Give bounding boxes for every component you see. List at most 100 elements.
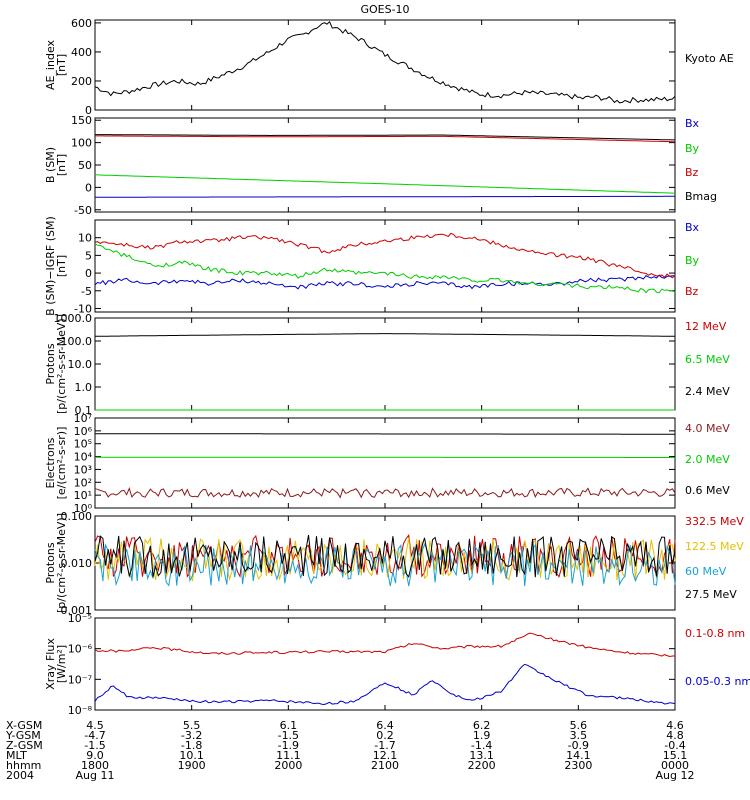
footer-value-1-4: 1900	[178, 759, 206, 772]
ytick-label-2-1: -5	[81, 285, 92, 298]
ytick-label-4-2: 10²	[74, 476, 92, 489]
footer-value-4-1: 1.9	[473, 729, 491, 742]
footer-value-1-0: 5.5	[183, 719, 201, 732]
ytick-label-3-0: 0.1	[75, 404, 93, 417]
footer-value-4-3: 13.1	[469, 749, 494, 762]
series-line-2-By	[94, 243, 676, 294]
ylabel-1-1: [nT]	[55, 154, 68, 176]
ytick-label-2-4: 10	[78, 232, 92, 245]
ylabel-3-1: [p/(cm²-s-sr-MeV)]	[55, 314, 68, 414]
ytick-label-4-3: 10³	[74, 463, 92, 476]
footer-value-2-1: -1.5	[278, 729, 299, 742]
footer-value-5-0: 5.6	[570, 719, 588, 732]
series-line-6-0-1-0-8-nm	[94, 632, 675, 658]
footer-value-1-3: 10.1	[179, 749, 204, 762]
legend-6-0: 0.1-0.8 nm	[685, 627, 745, 640]
footer-value-6-2: -0.4	[664, 739, 685, 752]
footer-value-5-4: 2300	[564, 759, 592, 772]
legend-3-0: 12 MeV	[685, 320, 727, 333]
footer-row-label-1: Y-GSM	[5, 729, 41, 742]
legend-1-1: By	[685, 142, 700, 155]
legend-5-2: 60 MeV	[685, 565, 727, 578]
ylabel-6-0: Xray Flux	[44, 638, 57, 690]
series-line-1-Bmag	[95, 134, 675, 141]
footer-value-5-2: -0.9	[568, 739, 589, 752]
series-line-1-Bx	[95, 195, 675, 198]
ytick-label-2-2: 0	[85, 267, 92, 280]
legend-0-0: Kyoto AE	[685, 52, 734, 65]
ytick-label-0-1: 200	[71, 75, 92, 88]
legend-5-3: 27.5 MeV	[685, 588, 737, 601]
legend-2-0: Bx	[685, 221, 700, 234]
series-line-3-2-4-MeV	[95, 333, 675, 337]
ytick-label-2-3: 5	[85, 249, 92, 262]
legend-3-1: 6.5 MeV	[685, 353, 730, 366]
footer-row-label-3: MLT	[6, 749, 27, 762]
legend-6-1: 0.05-0.3 nm	[685, 675, 750, 688]
ytick-label-0-2: 400	[71, 46, 92, 59]
series-line-1-By	[94, 174, 676, 194]
footer-value-5-3: 14.1	[566, 749, 591, 762]
ytick-label-6-3: 10⁻⁵	[68, 612, 92, 625]
footer-value-3-0: 6.4	[376, 719, 394, 732]
ytick-label-6-1: 10⁻⁷	[68, 673, 92, 686]
ytick-label-4-5: 10⁵	[74, 438, 92, 451]
footer-row-label-0: X-GSM	[6, 719, 42, 732]
series-line-5-60-MeV	[94, 542, 676, 587]
ytick-label-4-4: 10⁴	[74, 451, 93, 464]
footer-value-5-1: 3.5	[570, 729, 588, 742]
panel-frame-4	[94, 417, 676, 509]
footer-value-4-4: 2200	[468, 759, 496, 772]
ytick-label-4-1: 10¹	[74, 489, 92, 502]
legend-4-2: 0.6 MeV	[685, 484, 730, 497]
series-line-2-Bx	[94, 274, 675, 290]
series-line-5-27-5-MeV	[94, 534, 676, 578]
footer-value-1-1: -3.2	[181, 729, 202, 742]
legend-1-0: Bx	[685, 117, 700, 130]
footer-value-3-4: 2100	[371, 759, 399, 772]
ytick-label-1-4: 150	[71, 114, 92, 127]
footer-value-6-4: 0000	[661, 759, 689, 772]
legend-3-2: 2.4 MeV	[685, 385, 730, 398]
legend-5-0: 332.5 MeV	[685, 515, 744, 528]
footer-row-label-5: 2004	[6, 769, 34, 782]
ylabel-5-0: Protons	[44, 542, 57, 583]
ytick-label-1-3: 100	[71, 137, 92, 150]
footer-value-0-4: 1800	[81, 759, 109, 772]
legend-1-2: Bz	[685, 166, 699, 179]
footer-value-6-0: 4.6	[666, 719, 684, 732]
ylabel-4-0: Electrons	[44, 437, 57, 488]
ytick-label-1-1: 0	[85, 181, 92, 194]
ytick-label-4-0: 10⁰	[74, 502, 93, 515]
ytick-label-2-0: -10	[74, 302, 92, 315]
footer-value-0-2: -1.5	[84, 739, 105, 752]
ytick-label-6-0: 10⁻⁸	[68, 704, 93, 717]
series-line-1-Bz	[95, 135, 675, 143]
ytick-label-0-0: 0	[85, 104, 92, 117]
ylabel-5-1: [p/(cm²-s-sr-MeV)]	[55, 513, 68, 613]
footer-value-3-2: -1.7	[374, 739, 395, 752]
ylabel-2-0: B (SM)−IGRF (SM)	[44, 216, 57, 316]
legend-1-3: Bmag	[685, 190, 717, 203]
ylabel-3-0: Protons	[44, 343, 57, 384]
series-line-2-Bz	[94, 232, 676, 279]
ylabel-2-1: [nT]	[55, 255, 68, 277]
footer-value-4-2: -1.4	[471, 739, 492, 752]
footer-value-6-3: 15.1	[663, 749, 688, 762]
footer-value-2-0: 6.1	[280, 719, 298, 732]
footer-value-3-3: 12.1	[373, 749, 398, 762]
legend-2-2: Bz	[685, 285, 699, 298]
ytick-label-4-6: 10⁶	[74, 425, 93, 438]
ylabel-0-1: [nT]	[55, 54, 68, 76]
footer-value-0-0: 4.5	[86, 719, 104, 732]
ytick-label-1-0: -50	[74, 204, 92, 217]
series-line-4-0-6-MeV	[95, 433, 675, 435]
ytick-label-5-2: 0.100	[61, 510, 93, 523]
footer-value-2-4: 2000	[274, 759, 302, 772]
ytick-label-0-3: 600	[71, 17, 92, 30]
chart-title: GOES-10	[360, 3, 409, 16]
panel-frame-1	[94, 117, 676, 213]
ytick-label-3-3: 100.0	[61, 335, 93, 348]
footer-value-0-5: Aug 11	[76, 769, 115, 782]
footer-value-4-0: 6.2	[473, 719, 491, 732]
